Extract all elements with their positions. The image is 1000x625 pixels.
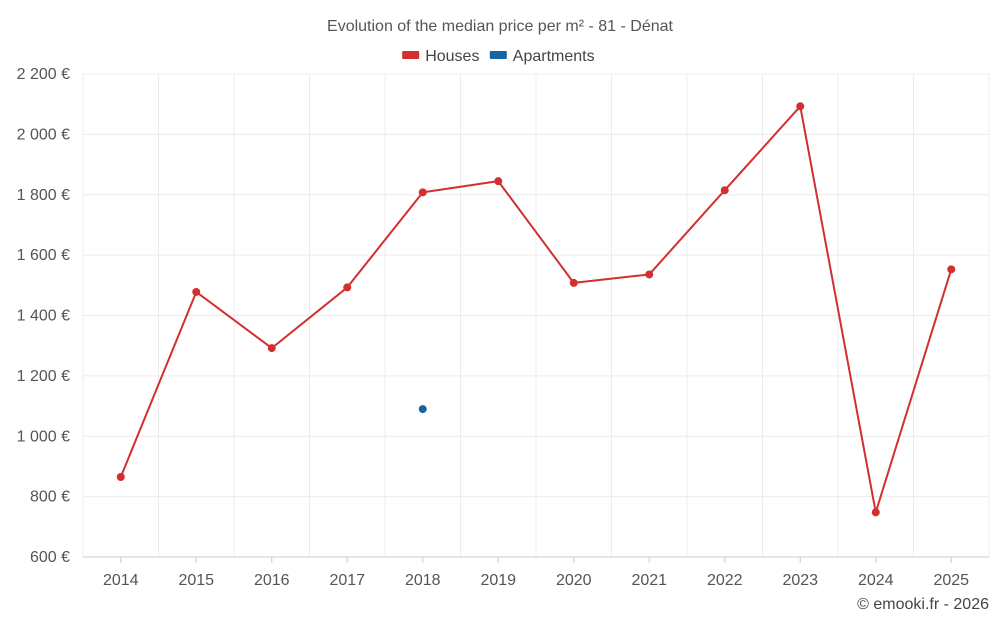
data-point-houses[interactable] bbox=[192, 287, 201, 296]
legend-swatch-houses bbox=[402, 51, 420, 59]
y-tick-label: 600 € bbox=[30, 549, 70, 566]
x-tick-label: 2017 bbox=[329, 572, 365, 589]
data-point-houses[interactable] bbox=[494, 177, 503, 186]
x-tick-label: 2021 bbox=[631, 572, 667, 589]
legend: Houses Apartments bbox=[402, 48, 595, 65]
data-point-houses[interactable] bbox=[871, 508, 880, 517]
data-point-houses[interactable] bbox=[343, 283, 352, 292]
x-tick-label: 2015 bbox=[178, 572, 214, 589]
legend-label-houses: Houses bbox=[425, 48, 479, 65]
axis-layer: 600 € 800 € 1 000 € 1 200 € 1 400 € 1 600 € 1 … bbox=[17, 66, 989, 589]
data-point-houses[interactable] bbox=[418, 188, 427, 197]
credit-text: © emooki.fr - 2026 bbox=[857, 596, 989, 613]
series-line-houses bbox=[119, 105, 953, 514]
legend-item-houses[interactable]: Houses bbox=[402, 48, 479, 65]
x-tick-label: 2019 bbox=[480, 572, 516, 589]
y-tick-label: 1 200 € bbox=[17, 368, 70, 385]
data-point-houses[interactable] bbox=[569, 278, 578, 287]
x-tick-label: 2018 bbox=[405, 572, 441, 589]
data-point-houses[interactable] bbox=[645, 270, 654, 279]
y-tick-label: 1 400 € bbox=[17, 308, 70, 325]
data-point-houses[interactable] bbox=[796, 102, 805, 111]
y-tick-label: 1 800 € bbox=[17, 187, 70, 204]
data-point-houses[interactable] bbox=[267, 344, 276, 353]
data-point-houses[interactable] bbox=[720, 186, 729, 195]
y-tick-label: 800 € bbox=[30, 489, 70, 506]
x-tick-label: 2020 bbox=[556, 572, 592, 589]
chart-title: Evolution of the median price per m² - 8… bbox=[327, 18, 674, 35]
legend-item-apartments[interactable]: Apartments bbox=[489, 48, 595, 65]
x-tick-label: 2014 bbox=[103, 572, 139, 589]
legend-swatch-apartments bbox=[489, 51, 507, 59]
legend-label-apartments: Apartments bbox=[513, 48, 595, 65]
x-tick-label: 2023 bbox=[782, 572, 818, 589]
series-layer bbox=[116, 102, 956, 517]
grid-layer bbox=[82, 73, 990, 557]
x-tick-label: 2016 bbox=[254, 572, 290, 589]
y-tick-label: 2 200 € bbox=[17, 66, 70, 83]
data-point-houses[interactable] bbox=[947, 265, 956, 274]
y-tick-label: 1 000 € bbox=[17, 428, 70, 445]
x-tick-label: 2022 bbox=[707, 572, 743, 589]
data-point-apartments[interactable] bbox=[418, 405, 427, 414]
y-tick-label: 2 000 € bbox=[17, 126, 70, 143]
x-tick-label: 2024 bbox=[858, 572, 894, 589]
y-tick-label: 1 600 € bbox=[17, 247, 70, 264]
x-tick-label: 2025 bbox=[933, 572, 969, 589]
data-point-houses[interactable] bbox=[116, 473, 125, 482]
